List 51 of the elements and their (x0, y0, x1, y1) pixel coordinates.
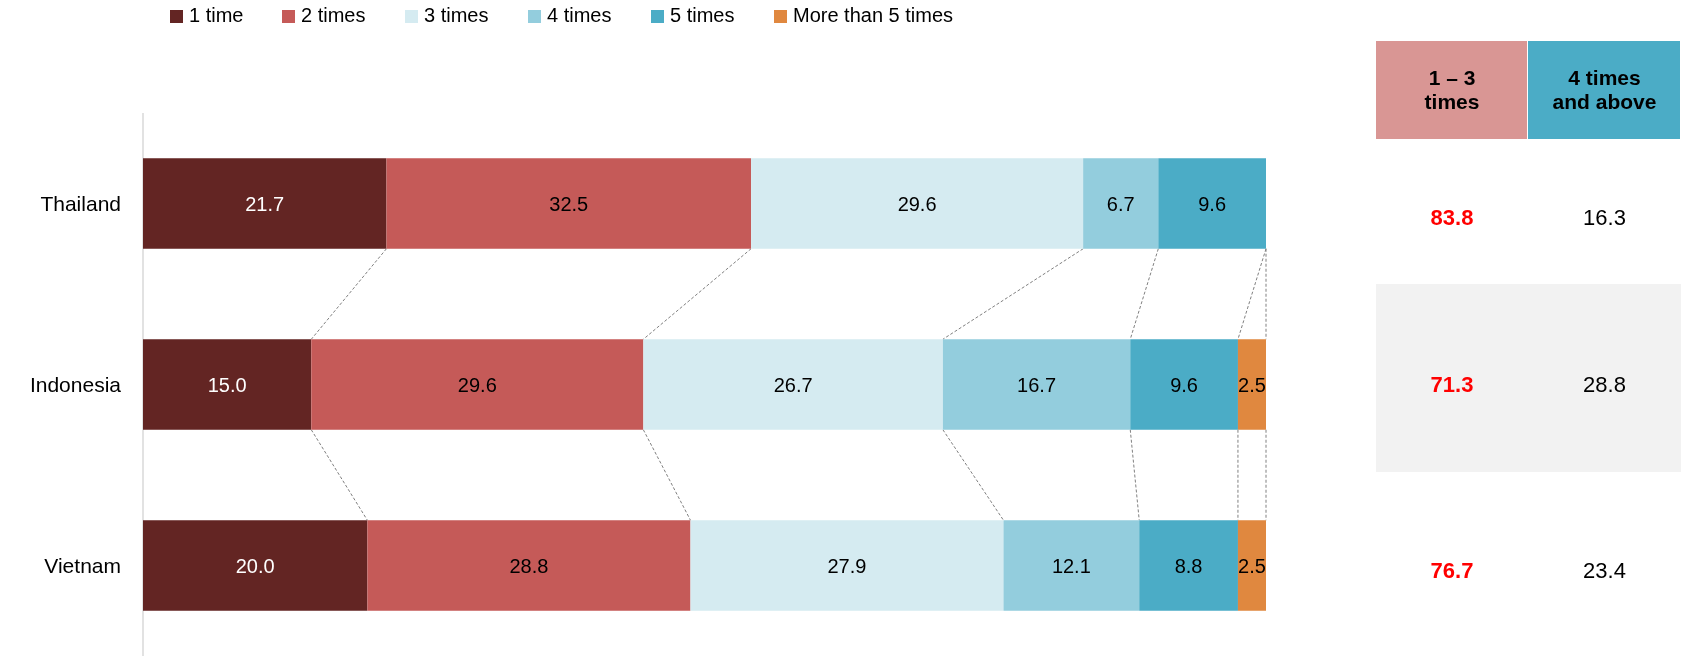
bar (1237, 520, 1266, 611)
data-label: 32.5 (549, 192, 589, 215)
bar (690, 520, 1004, 611)
y-tick-label: Thailand (40, 192, 121, 215)
y-tick-label: Indonesia (29, 373, 122, 396)
data-label: 29.6 (897, 192, 937, 215)
data-label: 20.0 (235, 554, 275, 577)
bar (1003, 520, 1140, 611)
text: 83.8 (1430, 205, 1474, 230)
legend-label: 3 times (424, 4, 489, 26)
text: 76.7 (1430, 557, 1474, 583)
legend-label: 2 times (301, 4, 366, 26)
legend-label: More than 5 times (793, 4, 954, 26)
text: 23.4 (1583, 557, 1626, 583)
bar (143, 339, 312, 430)
bar (1237, 339, 1266, 430)
data-label: 28.8 (509, 554, 549, 577)
data-label: 8.8 (1174, 554, 1203, 577)
data-label: 29.6 (457, 373, 497, 396)
bar (386, 158, 752, 249)
data-label: 27.9 (827, 554, 867, 577)
bar (143, 520, 368, 611)
data-label: 12.1 (1051, 554, 1091, 577)
data-label: 15.0 (207, 373, 247, 396)
data-label: 2.5 (1238, 554, 1266, 577)
text: 28.8 (1583, 371, 1626, 397)
bar (751, 158, 1084, 249)
y-tick-label: Vietnam (44, 554, 121, 577)
bar (1158, 158, 1266, 249)
data-label: 21.7 (245, 192, 285, 215)
data-label: 26.7 (773, 373, 813, 396)
legend-label: 4 times (547, 4, 612, 26)
legend-label: 1 time (189, 4, 244, 26)
bar (1139, 520, 1238, 611)
text: 4 times and above (1552, 66, 1657, 113)
text: 71.3 (1430, 371, 1474, 397)
bar (942, 339, 1131, 430)
data-label: 6.7 (1106, 192, 1135, 215)
bar (311, 339, 644, 430)
text: 16.3 (1583, 205, 1626, 230)
bar (1130, 339, 1238, 430)
data-label: 9.6 (1170, 373, 1199, 396)
legend-label: 5 times (670, 4, 735, 26)
bar (643, 339, 943, 430)
text: 1 – 3 times (1424, 66, 1480, 113)
bar (143, 158, 387, 249)
data-label: 9.6 (1198, 192, 1227, 215)
bar (367, 520, 691, 611)
data-label: 16.7 (1017, 373, 1057, 396)
data-label: 2.5 (1238, 373, 1266, 396)
bar (1083, 158, 1159, 249)
